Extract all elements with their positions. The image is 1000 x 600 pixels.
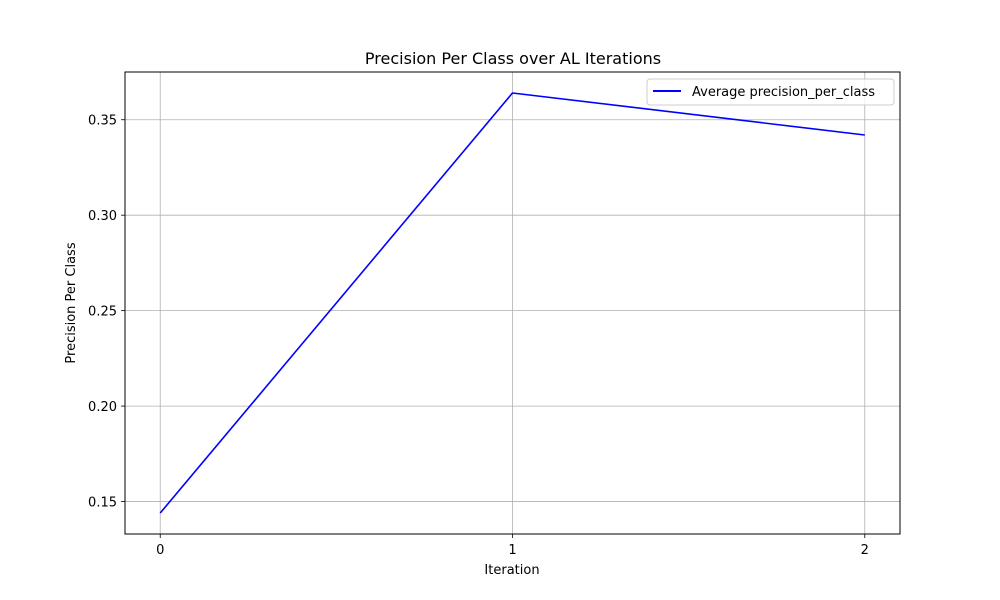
legend-label: Average precision_per_class	[692, 85, 875, 100]
x-tick-label: 2	[861, 543, 869, 558]
x-tick-label: 0	[156, 543, 164, 558]
y-tick-label: 0.30	[88, 209, 117, 224]
series-layer	[159, 92, 865, 514]
legend: Average precision_per_class	[646, 78, 895, 106]
legend-box	[646, 78, 895, 106]
y-tick-label: 0.25	[88, 305, 117, 320]
series-line	[159, 92, 865, 514]
y-tick-label: 0.35	[88, 114, 117, 129]
ticks: 0 1 2 0.15 0.20 0.25 0.30 0.35	[88, 114, 869, 558]
y-tick-label: 0.20	[88, 400, 117, 415]
grid	[125, 72, 900, 534]
y-axis-label: Precision Per Class	[64, 242, 79, 363]
chart-title: Precision Per Class over AL Iterations	[365, 49, 661, 68]
x-tick-label: 1	[508, 543, 516, 558]
x-axis-label: Iteration	[484, 563, 539, 578]
y-tick-label: 0.15	[88, 496, 117, 511]
